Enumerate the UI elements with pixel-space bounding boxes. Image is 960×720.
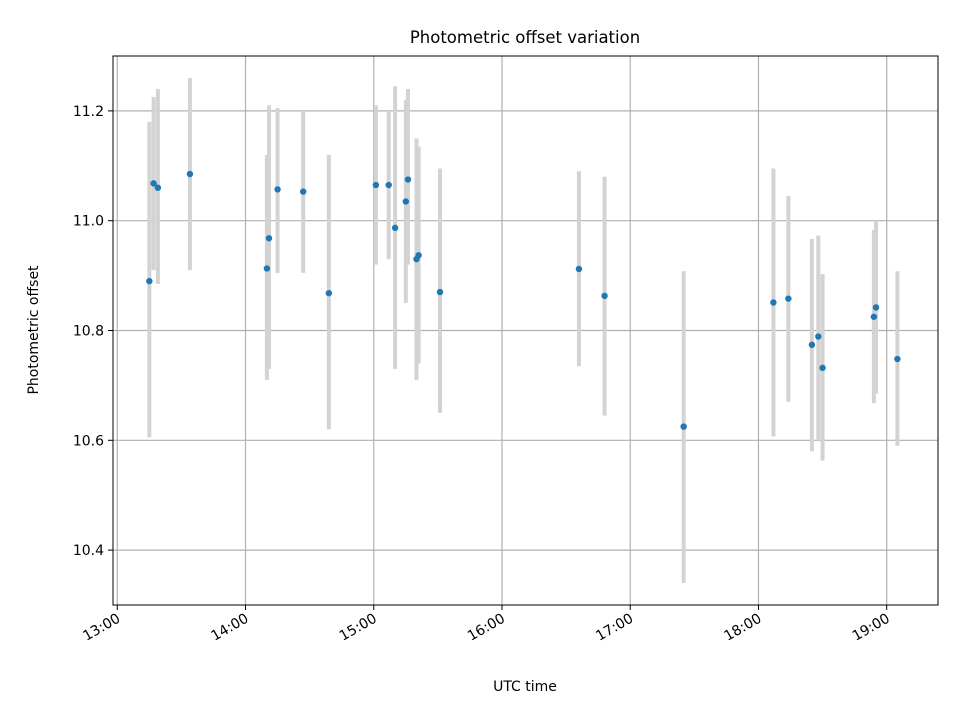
data-point [808,341,816,348]
y-tick-label: 10.4 [73,543,104,559]
data-point [404,176,412,183]
data-point [325,289,333,297]
data-point [372,181,380,189]
y-tick-label: 11.0 [73,214,104,230]
data-point [894,355,901,363]
plot-frame [112,55,939,606]
y-tick-label: 11.2 [73,104,104,120]
data-point [300,188,307,195]
data-point [263,265,271,272]
y-tick-label: 10.6 [73,433,104,449]
grid [113,56,938,605]
x-axis-label: UTC time [493,679,557,695]
chart-title: Photometric offset variation [410,28,640,47]
data-point [819,364,826,372]
data-point [872,304,880,311]
data-point [186,170,194,178]
y-axis-label: Photometric offset [26,265,42,395]
data-point [402,198,410,205]
data-point [415,252,422,259]
y-tick-label: 10.8 [73,324,104,340]
data-point [770,299,777,306]
data-point [265,235,273,242]
data-point [436,288,444,296]
data-point [870,313,878,320]
data-point [680,423,687,430]
data-point [815,333,822,340]
data-point [274,186,281,193]
data-points [146,170,901,430]
data-point [601,292,608,300]
data-point [785,295,792,302]
data-point [385,181,392,189]
data-point [146,277,153,285]
data-point [575,265,583,273]
data-point [154,184,162,191]
data-point [150,180,157,187]
data-point [391,224,399,232]
